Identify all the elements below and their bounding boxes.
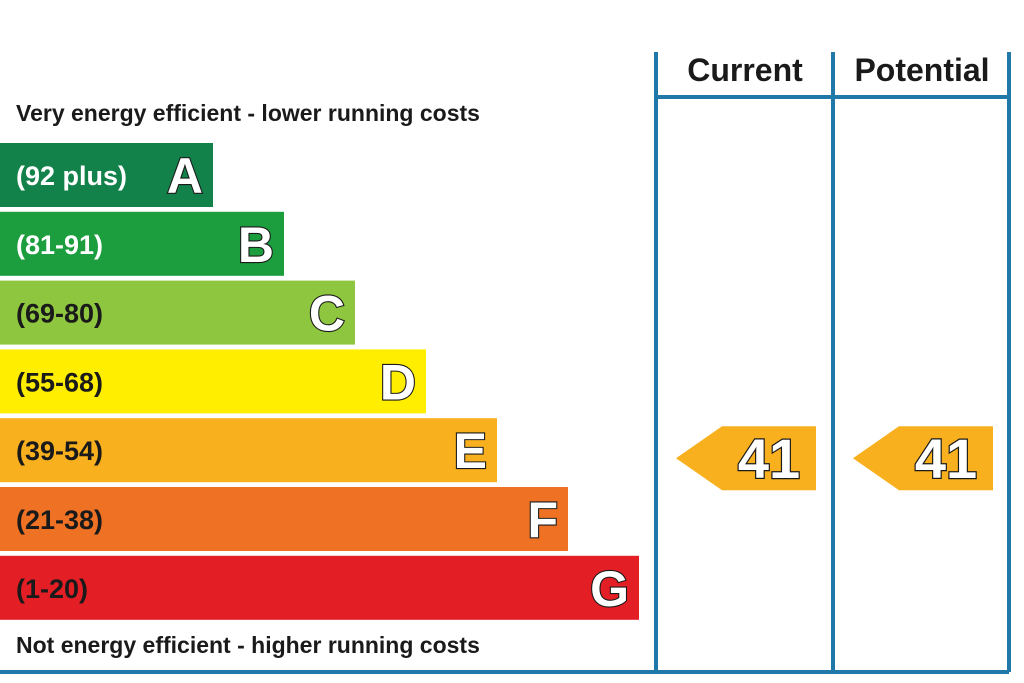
bottom-caption: Not energy efficient - higher running co… [16,632,480,658]
band-c: (69-80) C [0,280,355,345]
rating-arrow [676,426,816,491]
rating-table-frame [0,52,1011,674]
current-column-header: Current [687,52,803,88]
top-caption: Very energy efficient - lower running co… [16,100,480,126]
band-bar [0,487,568,551]
band-letter: D [380,354,416,410]
band-g: (1-20) G [0,555,639,620]
band-f: (21-38) F [0,487,568,551]
band-letter: E [454,423,487,479]
band-range-label: (39-54) [16,436,103,466]
band-a: (92 plus) A [0,143,213,207]
band-letter: C [309,286,345,342]
band-letter: A [167,148,203,204]
rating-arrows: 41 41 [676,426,993,491]
band-letter: G [590,561,629,617]
band-range-label: (21-38) [16,505,103,535]
band-bar [0,418,497,483]
band-range-label: (92 plus) [16,161,127,191]
potential-rating: 41 [853,426,993,491]
band-letter: F [527,492,558,548]
band-bar [0,143,213,207]
rating-arrow [853,426,993,491]
efficiency-bands: (92 plus) A (81-91) B (69-80) C (55-68) D (39-54… [0,143,639,620]
band-d: (55-68) D [0,349,426,414]
band-bar [0,349,426,414]
band-bar [0,211,284,276]
rating-value: 41 [738,427,800,490]
band-range-label: (81-91) [16,230,103,260]
band-range-label: (1-20) [16,574,88,604]
band-bar [0,280,355,345]
rating-value: 41 [915,427,977,490]
band-b: (81-91) B [0,211,284,276]
band-e: (39-54) E [0,418,497,483]
band-bar [0,555,639,620]
band-range-label: (55-68) [16,367,103,397]
band-letter: B [238,217,274,273]
potential-column-header: Potential [854,52,989,88]
current-rating: 41 [676,426,816,491]
band-range-label: (69-80) [16,299,103,329]
